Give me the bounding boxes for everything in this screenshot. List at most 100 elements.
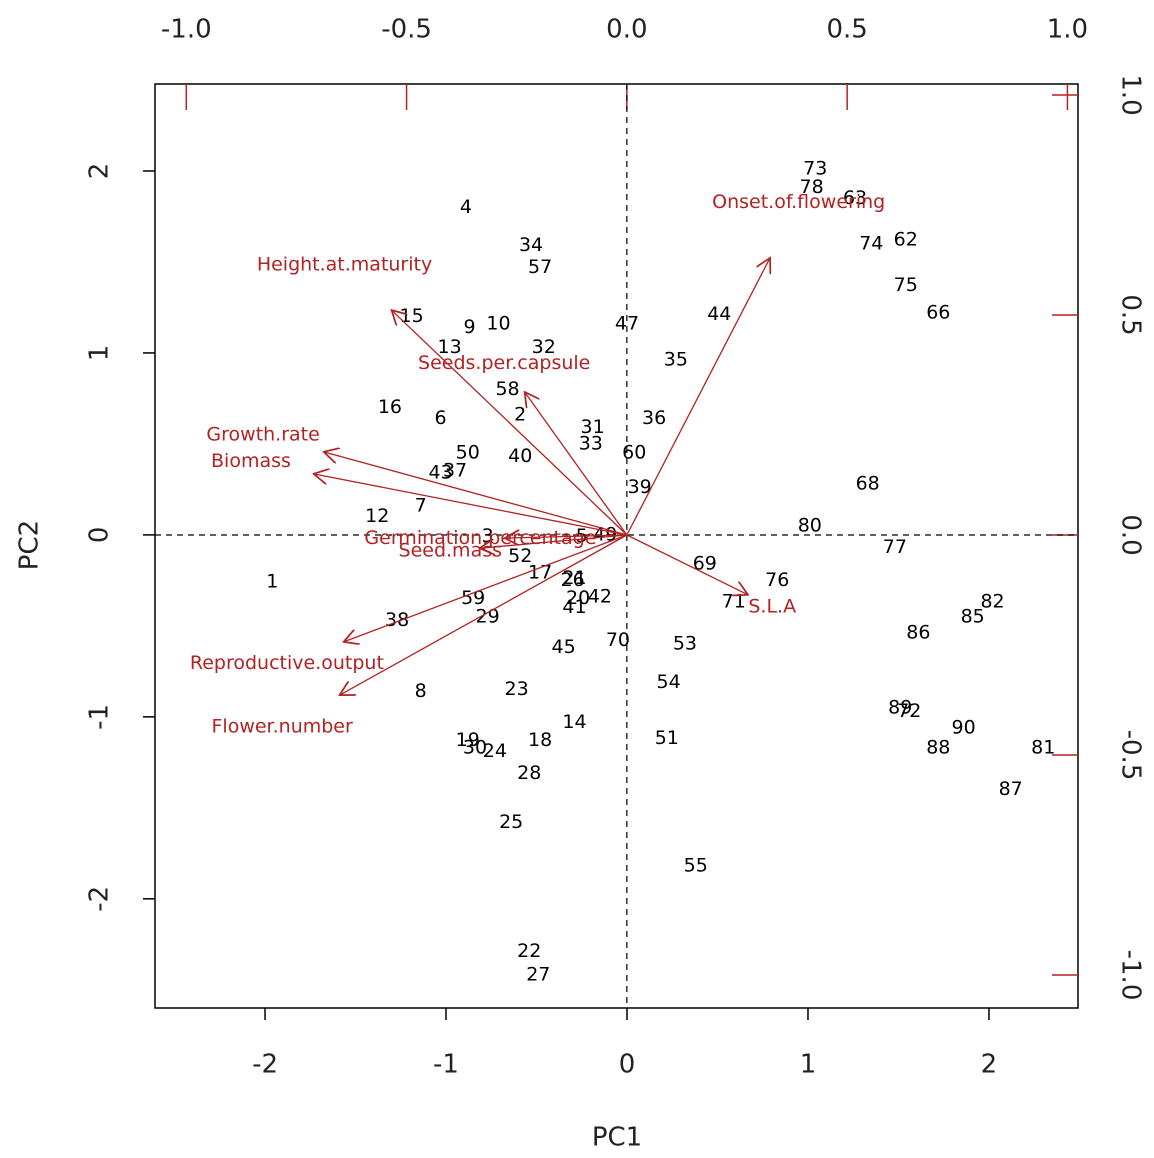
loading-arrow [480,534,627,548]
observation-label: 80 [798,514,822,536]
observation-label: 78 [800,176,824,198]
loading-arrow [505,535,627,538]
observation-label: 54 [657,671,681,693]
x2-tick-label: -1.0 [161,15,212,45]
observation-label: 17 [528,562,552,584]
observation-label: 15 [400,305,424,327]
observation-label: 28 [517,762,541,784]
loading-label: Seeds.per.capsule [418,352,590,374]
observation-label: 88 [926,736,950,758]
observation-label: 44 [707,303,731,325]
observation-label: 89 [888,696,912,718]
loading-arrow [626,258,770,536]
loading-arrow [314,474,627,536]
observation-label: 34 [519,234,543,256]
observation-label: 36 [642,407,666,429]
observation-label: 9 [463,316,475,338]
observation-label: 62 [894,229,918,251]
loading-label: Flower.number [211,716,353,738]
observation-label: 7 [415,494,427,516]
observation-label: 71 [722,591,746,613]
observation-label: 42 [588,585,612,607]
observation-label: 57 [528,256,552,278]
loading-arrow [392,310,628,536]
observation-label: 33 [579,432,603,454]
observation-label: 81 [1031,736,1055,758]
observation-label: 25 [499,811,523,833]
y2-tick-label: 1.0 [1116,74,1146,115]
observation-label: 14 [562,711,586,733]
loading-arrow [626,534,748,595]
observation-label: 59 [461,587,485,609]
y2-tick-label: -1.0 [1116,950,1146,1001]
x-axis-title: PC1 [592,1123,642,1153]
x-tick-label: 1 [800,1050,817,1080]
loading-label: S.L.A [748,595,796,617]
observation-label: 39 [628,476,652,498]
x2-tick-label: 0.5 [826,15,867,45]
observation-label: 40 [508,445,532,467]
observation-label: 30 [463,736,487,758]
observation-label: 68 [856,472,880,494]
observation-label: 29 [476,605,500,627]
observation-label: 10 [486,312,510,334]
loading-label: Germination.percentage [364,527,596,549]
y-tick-label: -2 [85,886,115,912]
observation-label: 69 [693,553,717,575]
x-tick-label: 2 [981,1050,998,1080]
observation-label: 23 [505,678,529,700]
observation-label: 12 [365,505,389,527]
x-tick-label: 0 [619,1050,636,1080]
x2-tick-label: 0.0 [606,15,647,45]
observation-label: 45 [552,636,576,658]
observation-label: 76 [765,569,789,591]
observation-label: 66 [926,301,950,323]
observation-label: 38 [385,609,409,631]
observation-label: 73 [803,158,827,180]
observation-label: 58 [495,378,519,400]
observation-label: 49 [593,523,617,545]
observation-label: 60 [622,442,646,464]
observation-label: 8 [415,680,427,702]
observation-label: 26 [561,569,585,591]
loading-arrow [344,534,628,642]
observation-label: 27 [526,964,550,986]
observation-label: 43 [428,462,452,484]
observation-label: 35 [664,349,688,371]
observation-label: 37 [443,460,467,482]
observation-label: 22 [517,940,541,962]
loading-arrow [340,534,628,695]
observation-label: 75 [894,274,918,296]
observation-label: 52 [508,545,532,567]
y2-tick-label: 0.5 [1116,294,1146,335]
observation-label: 70 [606,629,630,651]
loading-arrow [324,452,628,536]
observation-label: 77 [883,536,907,558]
y2-tick-label: -0.5 [1116,730,1146,781]
y-tick-label: -1 [85,704,115,730]
x-tick-label: -2 [252,1050,278,1080]
observation-label: 19 [456,729,480,751]
observation-label: 86 [906,622,930,644]
observation-label: 18 [528,729,552,751]
observation-label: 41 [562,596,586,618]
observation-label: 90 [952,716,976,738]
observation-label: 16 [378,396,402,418]
observation-label: 72 [897,700,921,722]
observation-label: 87 [999,778,1023,800]
observation-label: 6 [435,407,447,429]
observation-label: 50 [456,442,480,464]
loading-label: Biomass [211,450,291,472]
x-tick-label: -1 [433,1050,459,1080]
y-tick-label: 1 [85,345,115,362]
observation-label: 55 [684,855,708,877]
x2-tick-label: 1.0 [1047,15,1088,45]
observation-label: 82 [980,591,1004,613]
observation-label: 2 [514,403,526,425]
x2-tick-label: -0.5 [381,15,432,45]
y2-tick-label: 0.0 [1116,514,1146,555]
loading-label: Reproductive.output [190,652,384,674]
observation-label: 20 [566,587,590,609]
loading-arrow [525,392,628,536]
